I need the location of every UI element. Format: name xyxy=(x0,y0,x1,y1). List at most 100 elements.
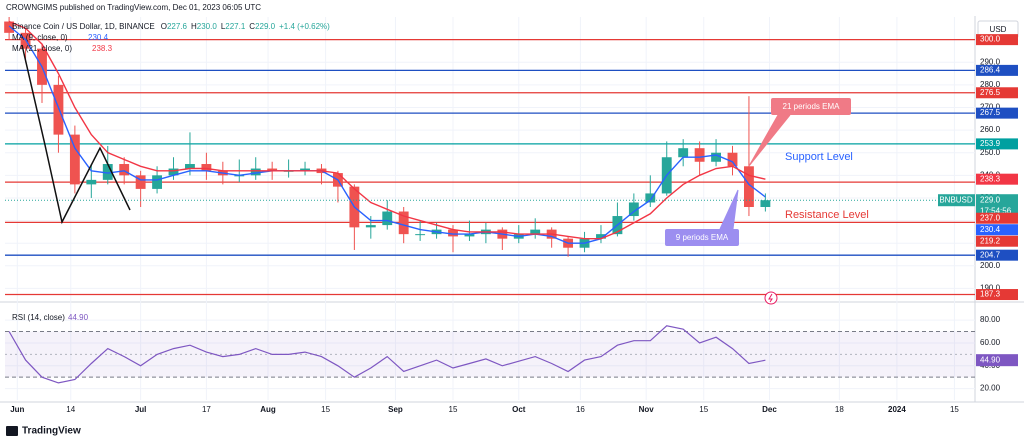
price-tag xyxy=(976,64,1018,76)
price-tag-label: 230.4 xyxy=(980,225,1001,234)
legend-ma21-value: 238.3 xyxy=(92,44,113,53)
published-line: CROWNGIMS published on TradingView.com, … xyxy=(6,3,261,12)
x-tick-label: 15 xyxy=(699,405,708,414)
x-tick-label: 16 xyxy=(576,405,585,414)
y-tick-label: 20.00 xyxy=(980,384,1001,393)
price-tag-label: 219.2 xyxy=(980,236,1001,245)
candle-body xyxy=(185,164,195,169)
y-tick-label: 250.0 xyxy=(980,148,1001,157)
price-tag-label: 237.0 xyxy=(980,213,1001,222)
event-icon-bolt xyxy=(768,293,773,303)
price-tag xyxy=(976,289,1018,301)
plot-area xyxy=(4,17,975,400)
price-tag-label: 300.0 xyxy=(980,35,1001,44)
y-tick-label: 190.0 xyxy=(980,284,1001,293)
legend-ma9: MA (9, close, 0) xyxy=(12,33,68,42)
ticker: BNBUSD xyxy=(939,195,973,204)
price-tag-label: 276.5 xyxy=(980,88,1001,97)
rsi-legend: RSI (14, close) xyxy=(12,313,65,322)
ticker-tag xyxy=(938,194,975,207)
price-tag xyxy=(976,194,1018,218)
x-tick-label: Sep xyxy=(388,405,403,414)
price-tag xyxy=(976,224,1018,236)
candle-body xyxy=(201,164,212,171)
x-tick-label: 15 xyxy=(449,405,458,414)
annotation-box xyxy=(665,229,739,246)
price-tag-label: 253.9 xyxy=(980,139,1001,148)
x-tick-label: Dec xyxy=(762,405,777,414)
price-tag xyxy=(976,107,1018,119)
price-tag xyxy=(976,173,1018,185)
ohlc-legend: O 227.6 H 230.0 L 227.1 C 229.0 xyxy=(161,22,276,31)
event-icon[interactable] xyxy=(764,291,778,305)
annotation-text: Resistance Level xyxy=(785,209,869,221)
x-tick-label: Jun xyxy=(10,405,24,414)
x-tick-label: Aug xyxy=(260,405,276,414)
y-tick-label: 200.0 xyxy=(980,261,1001,270)
candle-body xyxy=(135,175,146,189)
countdown: 17:54:56 xyxy=(980,206,1012,215)
y-tick-label: 290.0 xyxy=(980,57,1001,66)
ohlc-value: 227.1 xyxy=(225,22,246,31)
price-tag xyxy=(976,138,1018,150)
price-tag xyxy=(976,87,1018,99)
price-tag xyxy=(976,212,1018,224)
footer-brand: TradingView xyxy=(22,426,81,437)
ohlc-key: O xyxy=(161,22,167,31)
x-tick-label: Nov xyxy=(639,405,655,414)
annotation-text: 21 periods EMA xyxy=(783,102,841,111)
price-tag-label: 267.5 xyxy=(980,108,1001,117)
x-tick-label: 2024 xyxy=(888,405,906,414)
candle-body xyxy=(152,175,163,189)
legend-ma9-value: 230.4 xyxy=(88,33,109,42)
annotation-pointer xyxy=(748,114,791,167)
candle-body xyxy=(530,229,541,235)
ohlc-value: 229.0 xyxy=(255,22,276,31)
annotation-text: 9 periods EMA xyxy=(676,233,729,242)
price-tag-label: 229.0 xyxy=(980,195,1001,204)
logo xyxy=(6,426,18,436)
candle-body xyxy=(678,148,689,158)
candle-body xyxy=(760,200,771,207)
ma-line xyxy=(8,25,766,244)
price-tag xyxy=(976,235,1018,247)
candle-body xyxy=(119,164,130,176)
rsi-line xyxy=(8,325,766,384)
candle-body xyxy=(448,229,458,237)
candle-body xyxy=(596,234,606,239)
candle-body xyxy=(53,84,64,135)
y-tick-label: 260.0 xyxy=(980,125,1001,134)
x-tick-label: Jul xyxy=(135,405,147,414)
price-tag-label: 238.3 xyxy=(980,174,1001,183)
price-tag-label: 187.3 xyxy=(980,290,1001,299)
ohlc-value: 230.0 xyxy=(197,22,218,31)
candle-body xyxy=(464,234,475,237)
candle-body xyxy=(267,168,278,171)
legend-ma21: MA (21, close, 0) xyxy=(12,44,72,53)
ma-line xyxy=(8,20,766,240)
candle-body xyxy=(628,202,639,217)
candle-body xyxy=(727,152,738,167)
y-tick-label: 80.00 xyxy=(980,315,1001,324)
price-tag xyxy=(976,249,1018,261)
annotation-text: Support Level xyxy=(785,151,853,163)
candle-body xyxy=(645,193,656,203)
price-tag-label: 286.4 xyxy=(980,65,1001,74)
ohlc-key: C xyxy=(249,22,255,31)
candle-body xyxy=(398,211,409,235)
candle-body xyxy=(168,168,179,176)
candle-body xyxy=(365,225,376,228)
ohlc-value: 227.6 xyxy=(167,22,188,31)
currency: USD xyxy=(990,25,1007,34)
x-tick-label: 15 xyxy=(321,405,330,414)
change: +1.4 (+0.62%) xyxy=(279,22,330,31)
candle-body xyxy=(102,164,113,180)
x-tick-label: 17 xyxy=(202,405,211,414)
pattern-drawing xyxy=(21,44,131,225)
candle-body xyxy=(744,166,754,207)
x-tick-label: 15 xyxy=(950,405,959,414)
y-tick-label: 60.00 xyxy=(980,338,1001,347)
annotation-pointer xyxy=(719,189,739,230)
